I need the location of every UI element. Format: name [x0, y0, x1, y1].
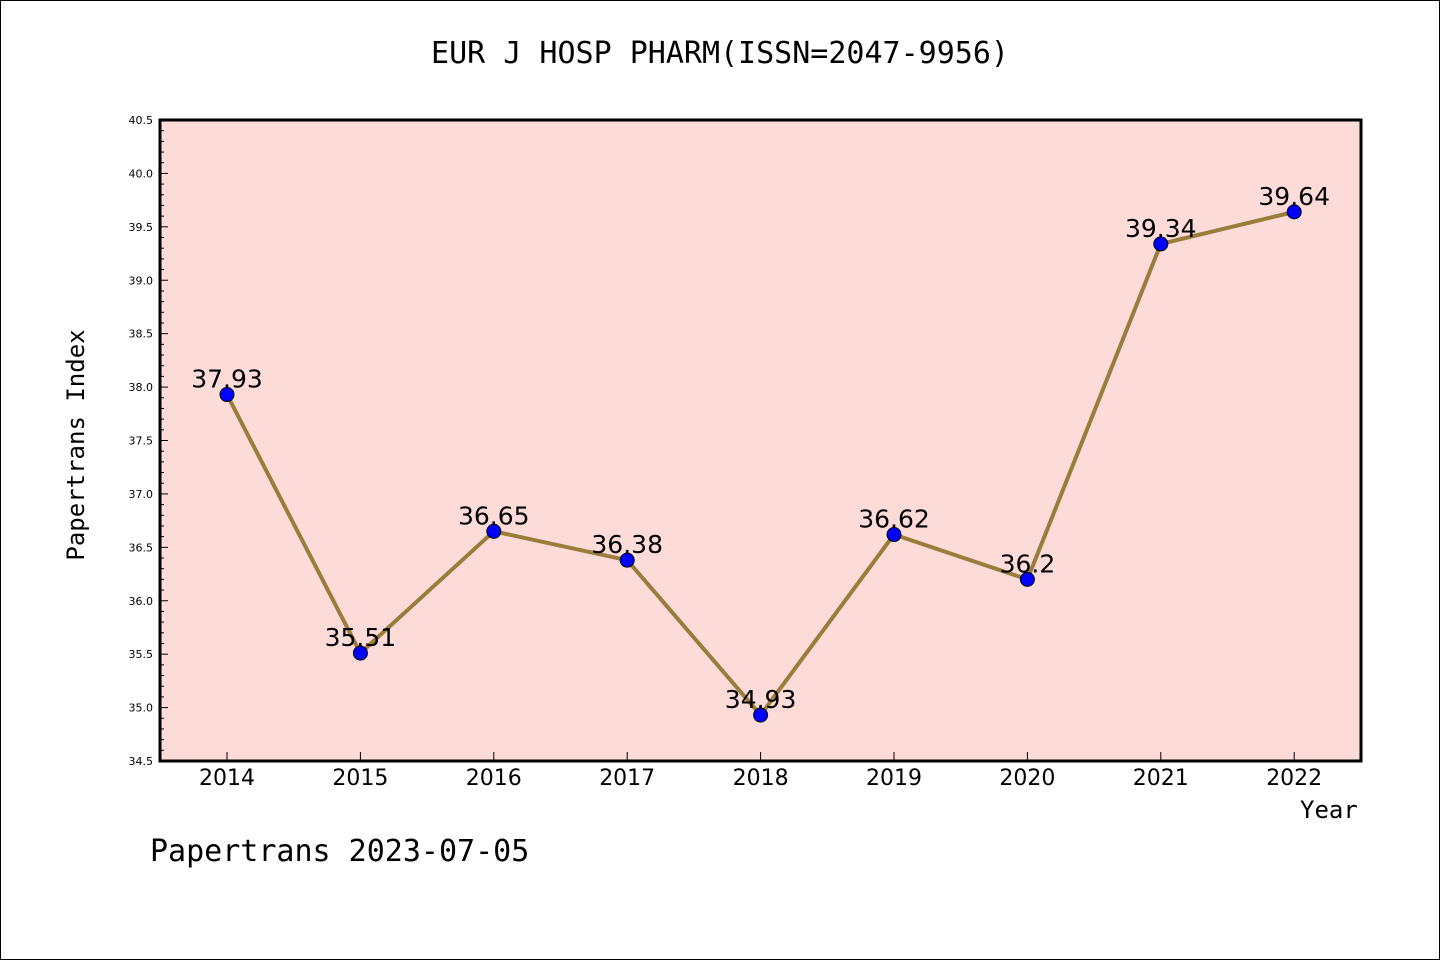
x-axis: 2014 2015 2016 2017 2018 2019 2020 2021 2022 [199, 752, 1322, 791]
x-tick-label: 2017 [599, 766, 655, 791]
y-tick-label: 35.0 [129, 702, 154, 715]
chart-title: EUR J HOSP PHARM(ISSN=2047-9956) [431, 36, 1009, 71]
data-label: 34.93 [725, 685, 797, 714]
data-point [619, 552, 635, 568]
data-markers [219, 204, 1302, 723]
y-tick-label: 35.5 [129, 648, 154, 661]
y-tick-label: 40.0 [129, 167, 154, 180]
data-point [1153, 236, 1169, 252]
x-tick-label: 2014 [199, 766, 255, 791]
data-point [1019, 571, 1035, 587]
data-point [753, 707, 769, 723]
data-point [1286, 204, 1302, 220]
data-labels: 37.93 35.51 36.65 36.38 34.93 36.62 36.2 39.34 3… [191, 182, 1330, 714]
data-point [352, 645, 368, 661]
data-label: 36.65 [458, 501, 530, 530]
y-tick-label: 40.5 [129, 114, 154, 127]
y-tick-label: 38.0 [129, 381, 154, 394]
data-label: 36.62 [858, 505, 930, 534]
y-tick-label: 37.5 [129, 435, 154, 448]
x-tick-label: 2022 [1266, 766, 1322, 791]
data-point [219, 387, 235, 403]
data-label: 35.51 [325, 623, 397, 652]
y-tick-label: 34.5 [129, 755, 154, 768]
y-tick-label: 37.0 [129, 488, 154, 501]
data-label: 39.64 [1258, 182, 1330, 211]
x-tick-label: 2018 [733, 766, 789, 791]
y-axis: 34.5 35.0 35.5 36.0 36.5 37.0 37.5 38.0 38.5 39.0… [129, 114, 168, 768]
data-label: 37.93 [191, 365, 263, 394]
footer-text: Papertrans 2023-07-05 [150, 834, 530, 869]
data-label: 36.2 [1000, 549, 1056, 578]
data-point [486, 523, 502, 539]
y-tick-label: 39.5 [129, 221, 154, 234]
y-tick-label: 36.0 [129, 595, 154, 608]
x-tick-label: 2021 [1133, 766, 1189, 791]
x-tick-label: 2016 [466, 766, 522, 791]
x-tick-label: 2020 [999, 766, 1055, 791]
data-label: 39.34 [1125, 214, 1197, 243]
y-tick-label: 36.5 [129, 541, 154, 554]
x-tick-label: 2015 [332, 766, 388, 791]
data-label: 36.38 [591, 530, 663, 559]
x-axis-label: Year [1300, 796, 1358, 824]
x-tick-label: 2019 [866, 766, 922, 791]
y-tick-label: 38.5 [129, 328, 154, 341]
y-tick-label: 39.0 [129, 274, 154, 287]
data-point [886, 527, 902, 543]
